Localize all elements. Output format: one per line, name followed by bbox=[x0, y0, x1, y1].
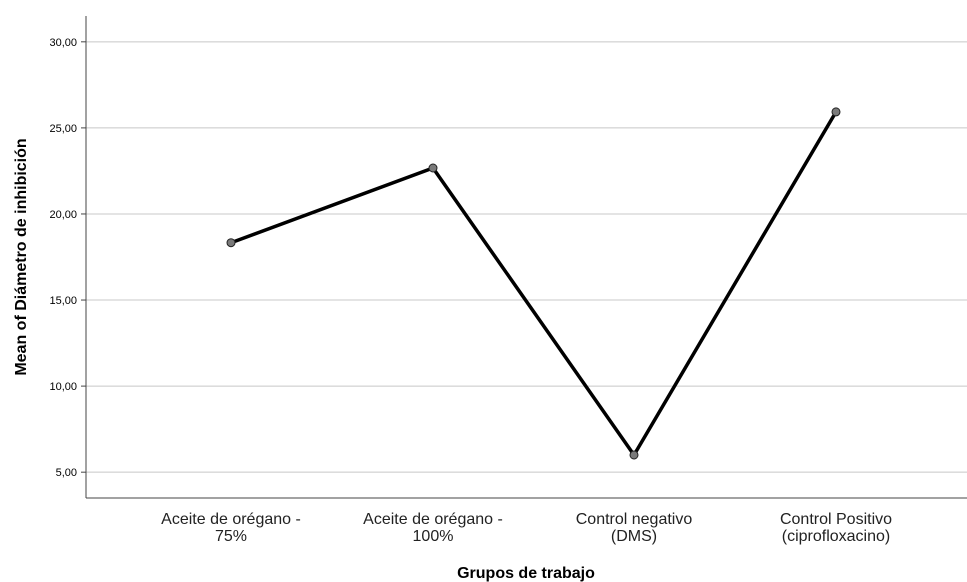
x-axis-title: Grupos de trabajo bbox=[457, 565, 595, 582]
x-tick-label: Aceite de orégano -100% bbox=[363, 511, 503, 545]
y-tick-label: 10,00 bbox=[49, 381, 77, 393]
y-tick-label: 20,00 bbox=[49, 209, 77, 221]
data-point bbox=[831, 107, 841, 117]
series bbox=[226, 107, 841, 460]
x-tick-label: Control negativo (DMS) bbox=[576, 511, 693, 545]
y-axis-title: Mean of Diámetro de inhibición bbox=[13, 138, 30, 375]
x-tick-labels: Aceite de orégano -75% Aceite de orégano … bbox=[161, 511, 892, 545]
axes bbox=[85, 16, 967, 499]
data-point bbox=[629, 450, 639, 460]
data-point bbox=[226, 238, 236, 248]
x-tick-label: Control Positivo (ciprofloxacino) bbox=[780, 511, 892, 545]
y-tick-labels: 5,00 10,00 15,00 20,00 25,00 30,00 bbox=[49, 37, 77, 479]
data-point bbox=[428, 163, 438, 173]
series-line bbox=[230, 110, 838, 459]
y-tick-label: 15,00 bbox=[49, 295, 77, 307]
y-tick-label: 25,00 bbox=[49, 123, 77, 135]
gridlines bbox=[81, 41, 967, 473]
y-tick-label: 5,00 bbox=[56, 467, 77, 479]
x-tick-label: Aceite de orégano -75% bbox=[161, 511, 301, 545]
y-tick-label: 30,00 bbox=[49, 37, 77, 49]
